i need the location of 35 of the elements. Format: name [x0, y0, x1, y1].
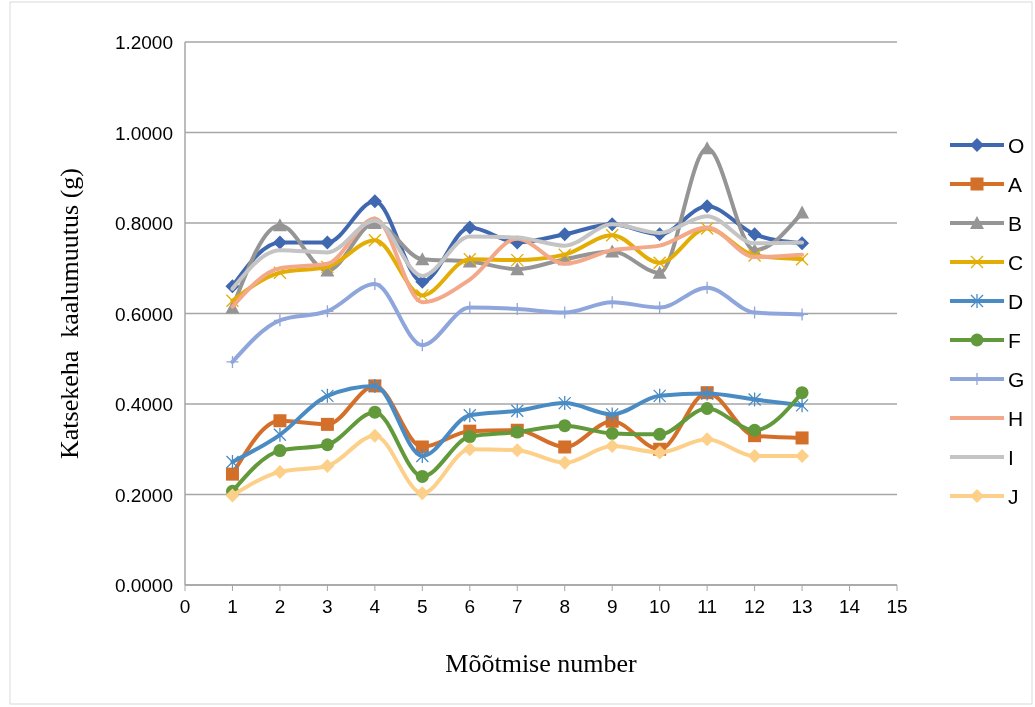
legend-label: O [1008, 134, 1025, 157]
x-tick-label: 11 [697, 596, 717, 617]
x-tick-label: 6 [464, 596, 476, 617]
legend-label: A [1008, 173, 1023, 196]
legend-label: G [1008, 368, 1025, 391]
x-tick-label: 8 [559, 596, 571, 617]
legend-label: B [1008, 212, 1023, 235]
legend-label: F [1008, 329, 1021, 352]
x-tick-label: 5 [417, 596, 428, 617]
x-tick-label: 9 [606, 596, 618, 617]
x-tick-label: 12 [744, 596, 766, 617]
x-tick-label: 13 [791, 596, 813, 617]
y-tick-label: 0.6000 [114, 303, 173, 325]
x-tick-label: 7 [511, 596, 523, 617]
legend-label: H [1008, 407, 1024, 430]
x-tick-label: 1 [227, 596, 238, 617]
x-tick-label: 2 [274, 596, 286, 617]
y-axis-title: Katsekeha kaalumuutus (g) [55, 168, 84, 459]
y-tick-label: 0.8000 [114, 213, 173, 234]
x-tick-label: 14 [838, 596, 861, 617]
x-tick-label: 0 [179, 596, 191, 617]
y-tick-label: 1.0000 [114, 122, 173, 144]
y-tick-label: 0.0000 [114, 575, 173, 596]
legend-label: I [1008, 446, 1014, 469]
legend-label: C [1008, 251, 1024, 274]
x-tick-label: 3 [322, 596, 333, 617]
legend-label: J [1008, 485, 1019, 508]
x-tick-label: 15 [886, 596, 908, 617]
x-tick-label: 4 [369, 596, 381, 617]
y-tick-label: 0.2000 [114, 484, 173, 506]
y-tick-label: 1.2000 [114, 32, 173, 53]
legend-label: D [1008, 290, 1024, 313]
x-axis-title: Mõõtmise number [445, 649, 638, 678]
x-tick-label: 10 [649, 596, 671, 617]
y-tick-label: 0.4000 [114, 394, 173, 415]
